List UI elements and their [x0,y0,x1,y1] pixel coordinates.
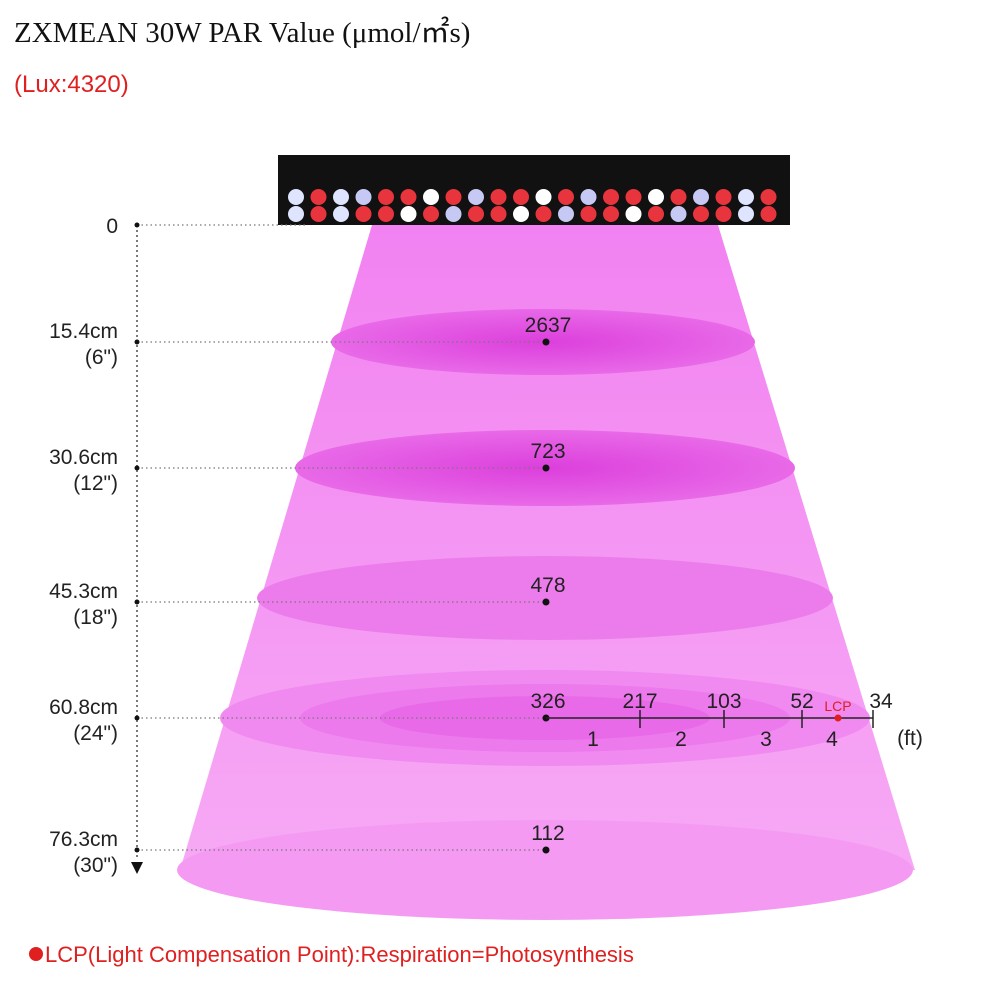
distance-cm: 45.3cm [49,580,118,603]
lux: (Lux:4320) [14,71,129,98]
distance-inch: (18") [73,606,118,629]
led [288,206,304,222]
distance-cm: 15.4cm [49,320,118,343]
spread-value: 52 [790,690,813,713]
unit: (ft) [897,727,923,750]
distance-cm: 60.8cm [49,696,118,719]
led [670,189,687,205]
spread-value: 217 [622,690,657,713]
guide-dot [134,715,140,721]
title: ZXMEAN 30W PAR Value (μmol/㎡s) [14,16,470,49]
led [580,189,597,205]
led [648,206,664,222]
led-array [288,189,777,222]
feet-label: 4 [826,728,838,751]
led [490,189,507,205]
led [648,189,664,205]
led [400,189,417,205]
par-dot [542,846,550,854]
led [535,189,552,205]
led [603,189,619,205]
light-spot [257,556,833,640]
spread-value: 34 [869,690,893,713]
beam-base [177,820,913,920]
distance-inch: (30") [73,854,118,877]
led [760,206,777,222]
led [738,189,754,205]
led [693,189,709,205]
led [400,206,417,222]
par-value: 326 [530,690,565,713]
distance-inch: (24") [73,722,118,745]
par-dot [542,598,550,606]
led [423,189,439,205]
led [760,189,777,205]
distance-cm: 76.3cm [49,828,118,851]
grow-light [278,155,790,225]
led [310,206,327,222]
footnote: LCP(Light Compensation Point):Respiratio… [45,942,634,967]
led [355,206,372,222]
led [288,189,304,205]
led [310,189,327,205]
led [468,206,484,222]
led [333,189,349,205]
par-value: 723 [530,440,565,463]
guide-dot [134,222,140,228]
spread: 217 103 52 341 2 3 4 [587,690,893,751]
axis-arrow [131,862,143,874]
distance-inch: (12") [73,472,118,495]
guide-dot [134,339,140,345]
guide-dot [134,847,140,853]
feet-label: 1 [587,728,599,751]
par-dot [542,464,550,472]
spread-value: 103 [706,690,741,713]
led [603,206,619,222]
led [715,189,732,205]
led [378,206,394,222]
led [625,206,642,222]
par-value: 112 [531,822,564,845]
led [558,206,574,222]
led [423,206,439,222]
lcp-dot [834,714,842,722]
led [535,206,552,222]
par-value: 2637 [525,314,572,337]
led [558,189,574,205]
led [513,189,529,205]
par-dot [542,338,550,346]
guide-dot [134,465,140,471]
lcp-label: LCP [824,698,851,714]
origin-label: 0 [106,215,118,238]
led [378,189,394,205]
led [580,206,597,222]
led [693,206,709,222]
led [468,189,484,205]
led [715,206,732,222]
led [625,189,642,205]
led [490,206,507,222]
led [670,206,687,222]
led [333,206,349,222]
led [445,189,462,205]
footnote-bullet [29,947,43,961]
distance-cm: 30.6cm [49,446,118,469]
levels: 15.4cm (6") 2637 30.6cm (12") 723 45.3cm (18") 4… [49,314,571,877]
feet-label: 3 [760,728,772,751]
guide-dot [134,599,140,605]
led [513,206,529,222]
par-value: 478 [530,574,565,597]
led [738,206,754,222]
led [355,189,372,205]
feet-label: 2 [675,728,687,751]
distance-inch: (6") [85,346,118,369]
led [445,206,462,222]
